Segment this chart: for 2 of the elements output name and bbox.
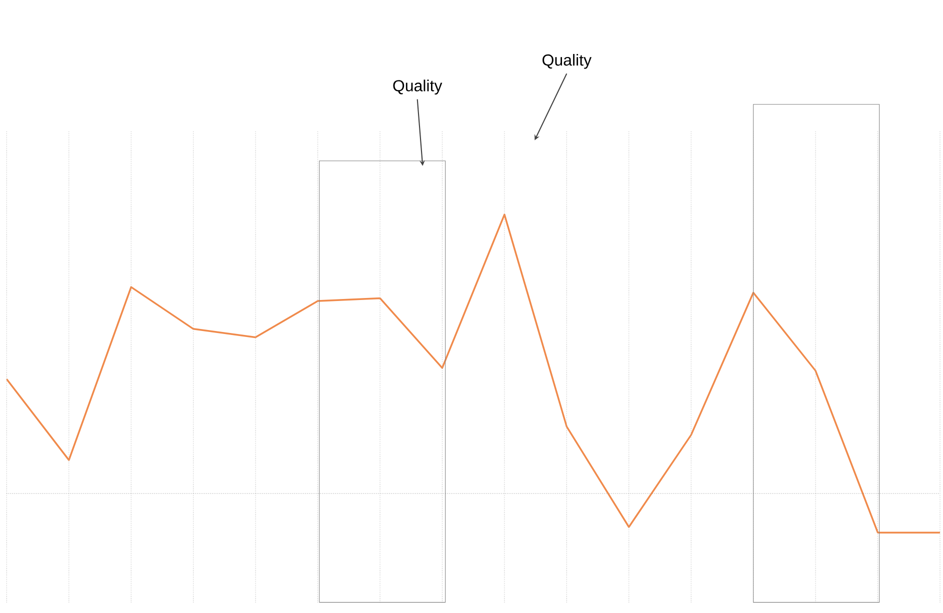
text: Quality xyxy=(393,80,442,95)
text: Quality xyxy=(542,54,592,69)
